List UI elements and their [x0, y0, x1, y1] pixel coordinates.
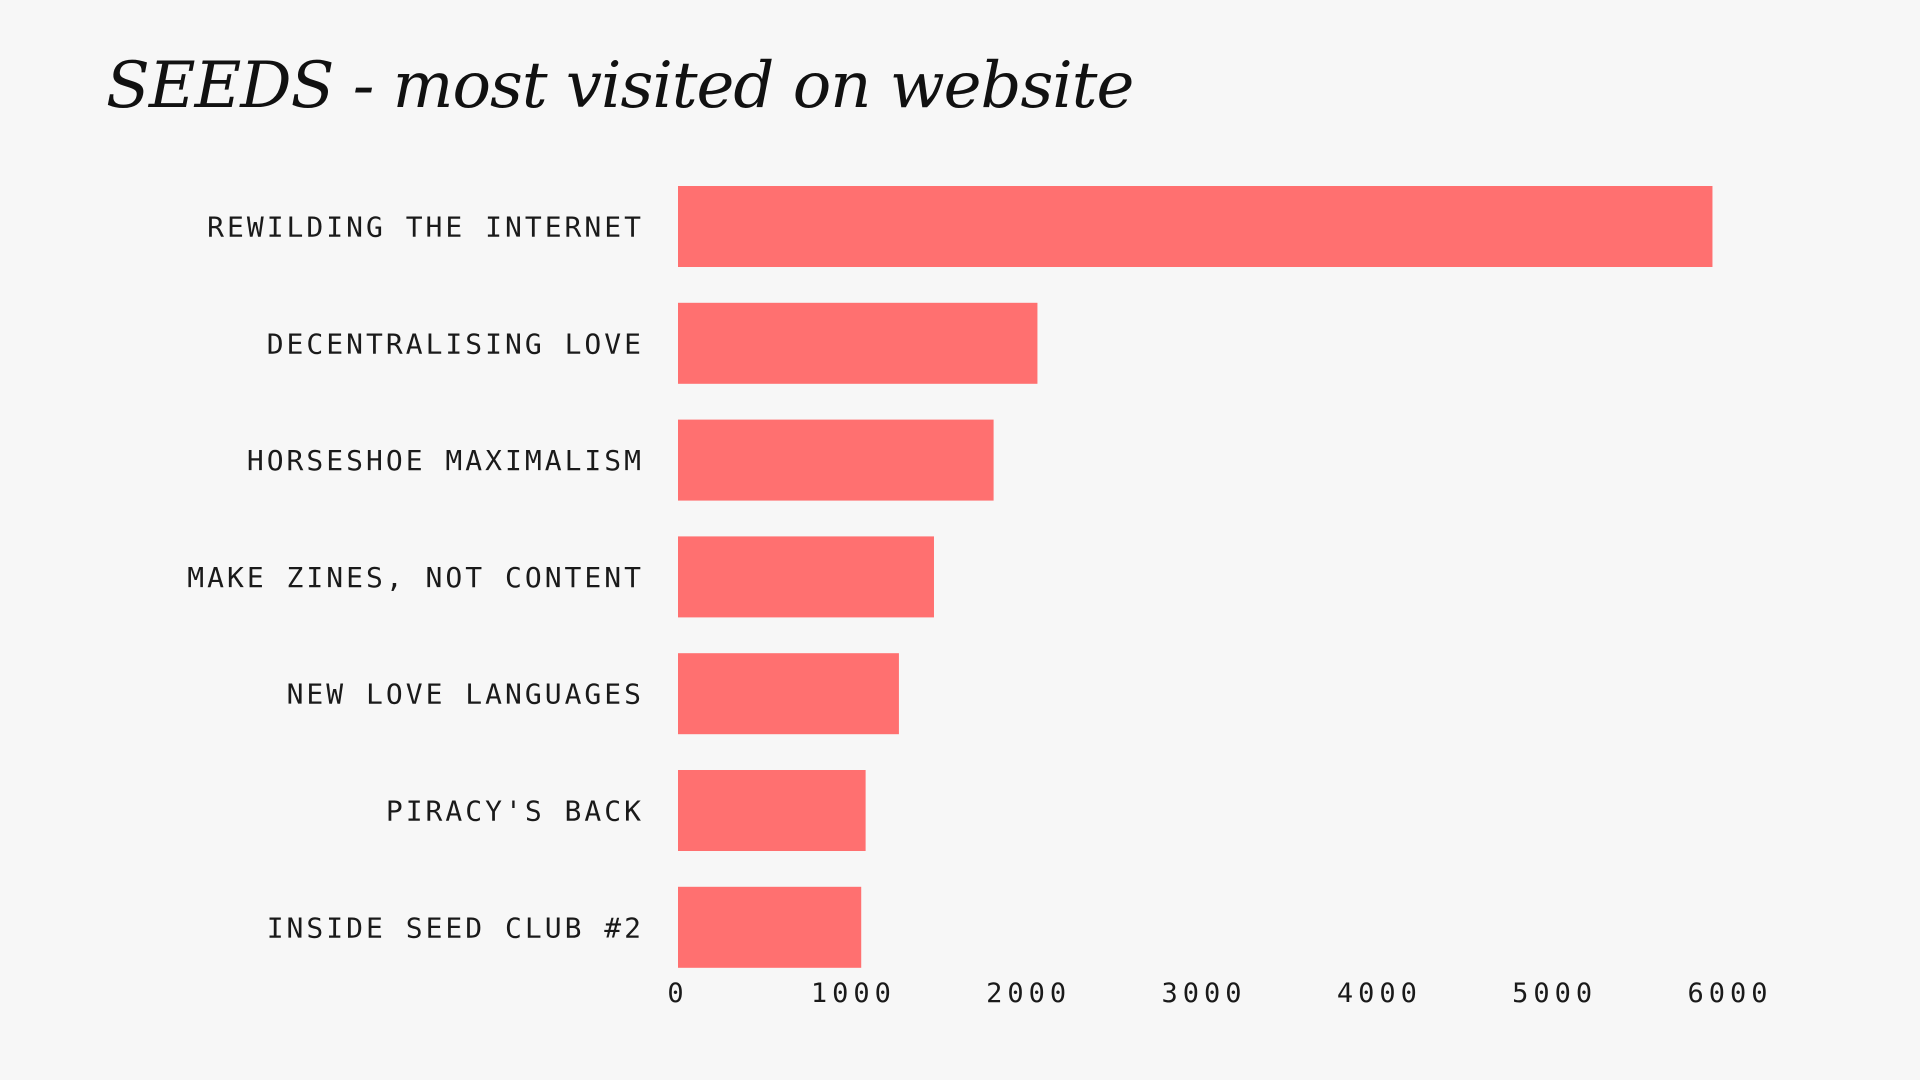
category-label: REWILDING THE INTERNET [207, 211, 644, 244]
x-tick-label: 4000 [1337, 978, 1422, 1009]
bar [678, 302, 1038, 384]
chart-title: SEEDS - most visited on website [106, 49, 1134, 123]
bar [678, 653, 899, 735]
x-tick-label: 3000 [1161, 978, 1246, 1009]
category-label: MAKE ZINES, NOT CONTENT [187, 561, 644, 594]
bar [678, 419, 994, 501]
bar [678, 886, 862, 968]
bar [678, 536, 934, 618]
x-tick-label: 5000 [1512, 978, 1597, 1009]
bar [678, 770, 866, 851]
x-tick-label: 2000 [986, 978, 1071, 1009]
category-label: NEW LOVE LANGUAGES [287, 678, 644, 711]
category-label: HORSESHOE MAXIMALISM [247, 444, 644, 477]
category-label: INSIDE SEED CLUB #2 [267, 911, 644, 944]
category-label: DECENTRALISING LOVE [267, 327, 644, 360]
x-tick-label: 6000 [1687, 978, 1772, 1009]
bar [678, 186, 1713, 267]
x-tick-label: 0 [667, 978, 688, 1009]
category-label: PIRACY'S BACK [386, 795, 644, 828]
x-tick-label: 1000 [811, 978, 896, 1009]
